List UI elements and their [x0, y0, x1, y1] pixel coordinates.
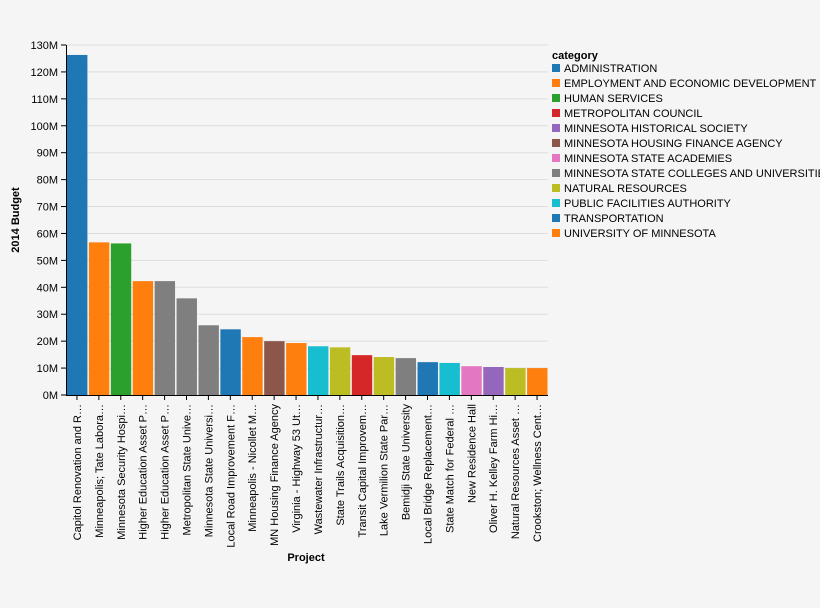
legend-swatch	[552, 79, 560, 87]
x-tick-label: Transit Capital Improvem…	[357, 404, 369, 537]
legend-swatch	[552, 184, 560, 192]
bar	[373, 357, 395, 395]
x-tick-label: Minnesota State Universi…	[203, 404, 215, 537]
x-tick-label: Natural Resources Asset …	[510, 404, 522, 539]
x-tick-label: Metropolitan State Unive…	[182, 404, 194, 535]
bar	[308, 346, 329, 395]
bar	[351, 355, 373, 395]
y-axis-title: 2014 Budget	[10, 187, 22, 253]
legend-item-label: EMPLOYMENT AND ECONOMIC DEVELOPMENT	[564, 78, 817, 90]
legend-item-label: TRANSPORTATION	[564, 213, 664, 225]
y-tick-label: 130M	[30, 40, 58, 52]
x-tick-label: Bemidji State University	[401, 404, 413, 521]
y-tick-label: 30M	[37, 309, 58, 321]
x-tick-label: Minnesota Security Hospi…	[116, 404, 128, 540]
y-tick-label: 80M	[37, 175, 58, 187]
bar	[483, 367, 504, 395]
legend-item-label: UNIVERSITY OF MINNESOTA	[564, 228, 716, 240]
legend-swatch	[552, 109, 560, 117]
bar	[132, 281, 154, 395]
bar	[395, 358, 417, 395]
x-tick-label: Crookston; Wellness Cent…	[532, 404, 544, 542]
x-tick-label: Virginia - Highway 53 Ut…	[291, 404, 303, 533]
bar	[286, 343, 307, 395]
bar	[88, 242, 110, 395]
y-axis: 0M 10M 20M 30M 40M 50M 60M 70M 80M 90M 100M 110M 120…	[30, 40, 67, 402]
legend-item-label: MINNESOTA STATE ACADEMIES	[564, 153, 732, 165]
legend-item-label: MINNESOTA HOUSING FINANCE AGENCY	[564, 138, 783, 150]
y-tick-label: 90M	[37, 148, 58, 160]
bar	[198, 325, 219, 395]
legend-swatch	[552, 139, 560, 147]
x-tick-label: Oliver H. Kelley Farm Hi…	[488, 404, 500, 533]
y-tick-label: 120M	[30, 67, 58, 79]
bar	[154, 281, 176, 395]
y-tick-label: 70M	[37, 202, 58, 214]
bar	[329, 347, 351, 395]
x-tick-label: Minneapolis - Nicollet M…	[247, 404, 259, 532]
bar	[505, 368, 526, 395]
y-tick-label: 110M	[31, 94, 58, 106]
legend: category ADMINISTRATION EMPLOYMENT AND EC…	[552, 50, 820, 240]
x-tick-label: Lake Vermilion State Par…	[379, 404, 391, 536]
legend-swatch	[552, 94, 560, 102]
x-axis: Capitol Renovation and R… Minneapolis; Ta…	[66, 395, 548, 548]
x-tick-label: Local Road Improvement F…	[225, 404, 237, 548]
bar	[220, 329, 241, 395]
bar	[110, 243, 132, 395]
x-tick-label: Capitol Renovation and R…	[72, 404, 84, 540]
bar	[461, 366, 482, 395]
y-tick-label: 10M	[37, 363, 58, 375]
y-tick-label: 60M	[37, 228, 58, 240]
x-tick-label: Minneapolis; Tate Labora…	[94, 404, 106, 538]
y-tick-label: 40M	[37, 282, 58, 294]
bar	[176, 298, 197, 395]
bar	[527, 368, 548, 395]
x-tick-label: Higher Education Asset P…	[160, 404, 172, 540]
bar	[242, 337, 263, 395]
bar	[417, 362, 438, 395]
legend-swatch	[552, 199, 560, 207]
y-tick-label: 0M	[43, 390, 58, 402]
legend-item-label: HUMAN SERVICES	[564, 93, 663, 105]
bar	[264, 341, 285, 395]
legend-swatch	[552, 154, 560, 162]
legend-item-label: MINNESOTA STATE COLLEGES AND UNIVERSITIE…	[564, 168, 820, 180]
legend-item-label: NATURAL RESOURCES	[564, 183, 687, 195]
legend-swatch	[552, 124, 560, 132]
bars	[67, 54, 548, 395]
legend-item-label: MINNESOTA HISTORICAL SOCIETY	[564, 123, 748, 135]
y-tick-label: 100M	[30, 121, 58, 133]
y-tick-label: 50M	[37, 255, 58, 267]
legend-item-label: METROPOLITAN COUNCIL	[564, 108, 703, 120]
legend-item-label: PUBLIC FACILITIES AUTHORITY	[564, 198, 732, 210]
legend-swatch	[552, 169, 560, 177]
x-tick-label: Local Bridge Replacement…	[423, 404, 435, 544]
legend-swatch	[552, 64, 560, 72]
x-tick-label: State Trails Acquisition…	[335, 404, 347, 526]
x-tick-label: Higher Education Asset P…	[138, 404, 150, 540]
legend-swatch	[552, 214, 560, 222]
legend-title: category	[552, 50, 599, 62]
x-tick-label: Wastewater Infrastructur…	[313, 404, 325, 534]
bar	[67, 54, 88, 395]
legend-item-label: ADMINISTRATION	[564, 63, 657, 75]
legend-swatch	[552, 229, 560, 237]
x-tick-label: MN Housing Finance Agency	[269, 404, 281, 546]
y-tick-label: 20M	[37, 336, 58, 348]
x-tick-label: New Residence Hall	[466, 404, 478, 503]
bar	[439, 362, 460, 395]
x-tick-label: State Match for Federal …	[444, 404, 456, 533]
x-axis-title: Project	[287, 552, 325, 564]
